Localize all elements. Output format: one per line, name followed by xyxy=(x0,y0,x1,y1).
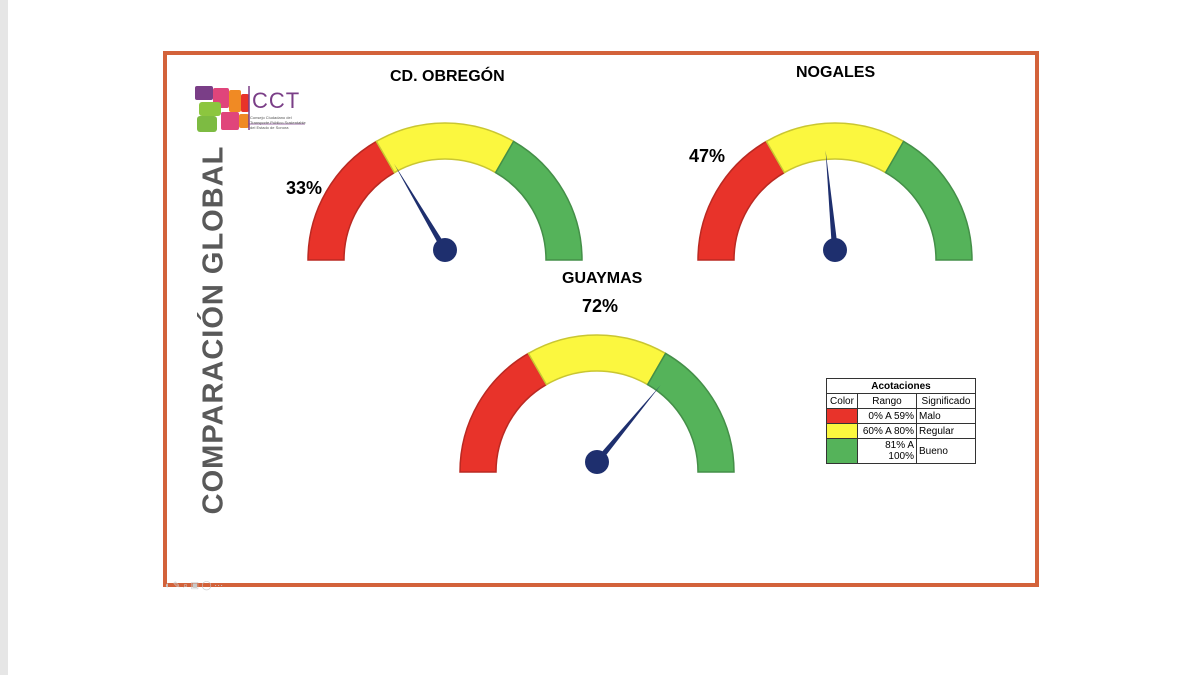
gauge-hub xyxy=(823,238,847,262)
legend-meaning: Malo xyxy=(916,408,976,424)
gauge-needle xyxy=(825,150,838,251)
gauge-title-obregon: CD. OBREGÓN xyxy=(390,68,505,85)
legend-header-range: Rango xyxy=(857,393,917,409)
logo-subtitle: Consejo Ciudadano del Transporte Público… xyxy=(250,115,306,130)
gauge-band-1 xyxy=(765,122,905,174)
gauge-band-0 xyxy=(459,352,548,473)
gauge-hub xyxy=(433,238,457,262)
gauge-band-1 xyxy=(527,334,667,386)
gauge-hub xyxy=(585,450,609,474)
cct-logo xyxy=(195,86,305,132)
page-edge-strip xyxy=(0,0,8,675)
legend-swatch xyxy=(826,408,858,424)
gauge-value-guaymas: 72% xyxy=(582,296,619,316)
legend-range: 81% A 100% xyxy=(857,438,917,464)
legend-header-meaning: Significado xyxy=(916,393,976,409)
logo-text: CCT xyxy=(252,88,301,113)
legend-table: Acotaciones Color Rango Significado 0% A… xyxy=(826,378,976,464)
vertical-title: COMPARACIÓN GLOBAL xyxy=(197,145,230,515)
legend-row: 81% A 100% Bueno xyxy=(826,438,976,464)
gauge-band-2 xyxy=(494,140,583,261)
gauge-band-0 xyxy=(307,140,396,261)
gauge-band-2 xyxy=(884,140,973,261)
gauge-title-nogales: NOGALES xyxy=(796,64,876,81)
legend-meaning: Bueno xyxy=(916,438,976,464)
gauge-guaymas xyxy=(459,334,735,474)
legend-row: 0% A 59% Malo xyxy=(826,408,976,424)
gauge-value-obregon: 33% xyxy=(286,178,323,198)
legend-range: 60% A 80% xyxy=(857,423,917,439)
gauge-value-nogales: 47% xyxy=(689,146,726,166)
gauge-band-1 xyxy=(375,122,515,174)
gauge-needle xyxy=(394,163,448,252)
legend-swatch xyxy=(826,438,858,464)
slide-toolbar-icons[interactable]: ◐ ✎ ⌕ ▣ ◯ ⋯ xyxy=(165,580,224,590)
legend-row: 60% A 80% Regular xyxy=(826,423,976,439)
gauge-band-0 xyxy=(697,140,786,261)
legend-title: Acotaciones xyxy=(826,378,976,394)
gauge-title-guaymas: GUAYMAS xyxy=(562,270,643,287)
legend-range: 0% A 59% xyxy=(857,408,917,424)
gauge-band-2 xyxy=(646,352,735,473)
gauge-needle xyxy=(594,384,661,464)
legend-header-color: Color xyxy=(826,393,858,409)
gauge-nogales xyxy=(697,122,973,262)
gauge-obregon xyxy=(307,122,583,262)
legend-swatch xyxy=(826,423,858,439)
legend-meaning: Regular xyxy=(916,423,976,439)
